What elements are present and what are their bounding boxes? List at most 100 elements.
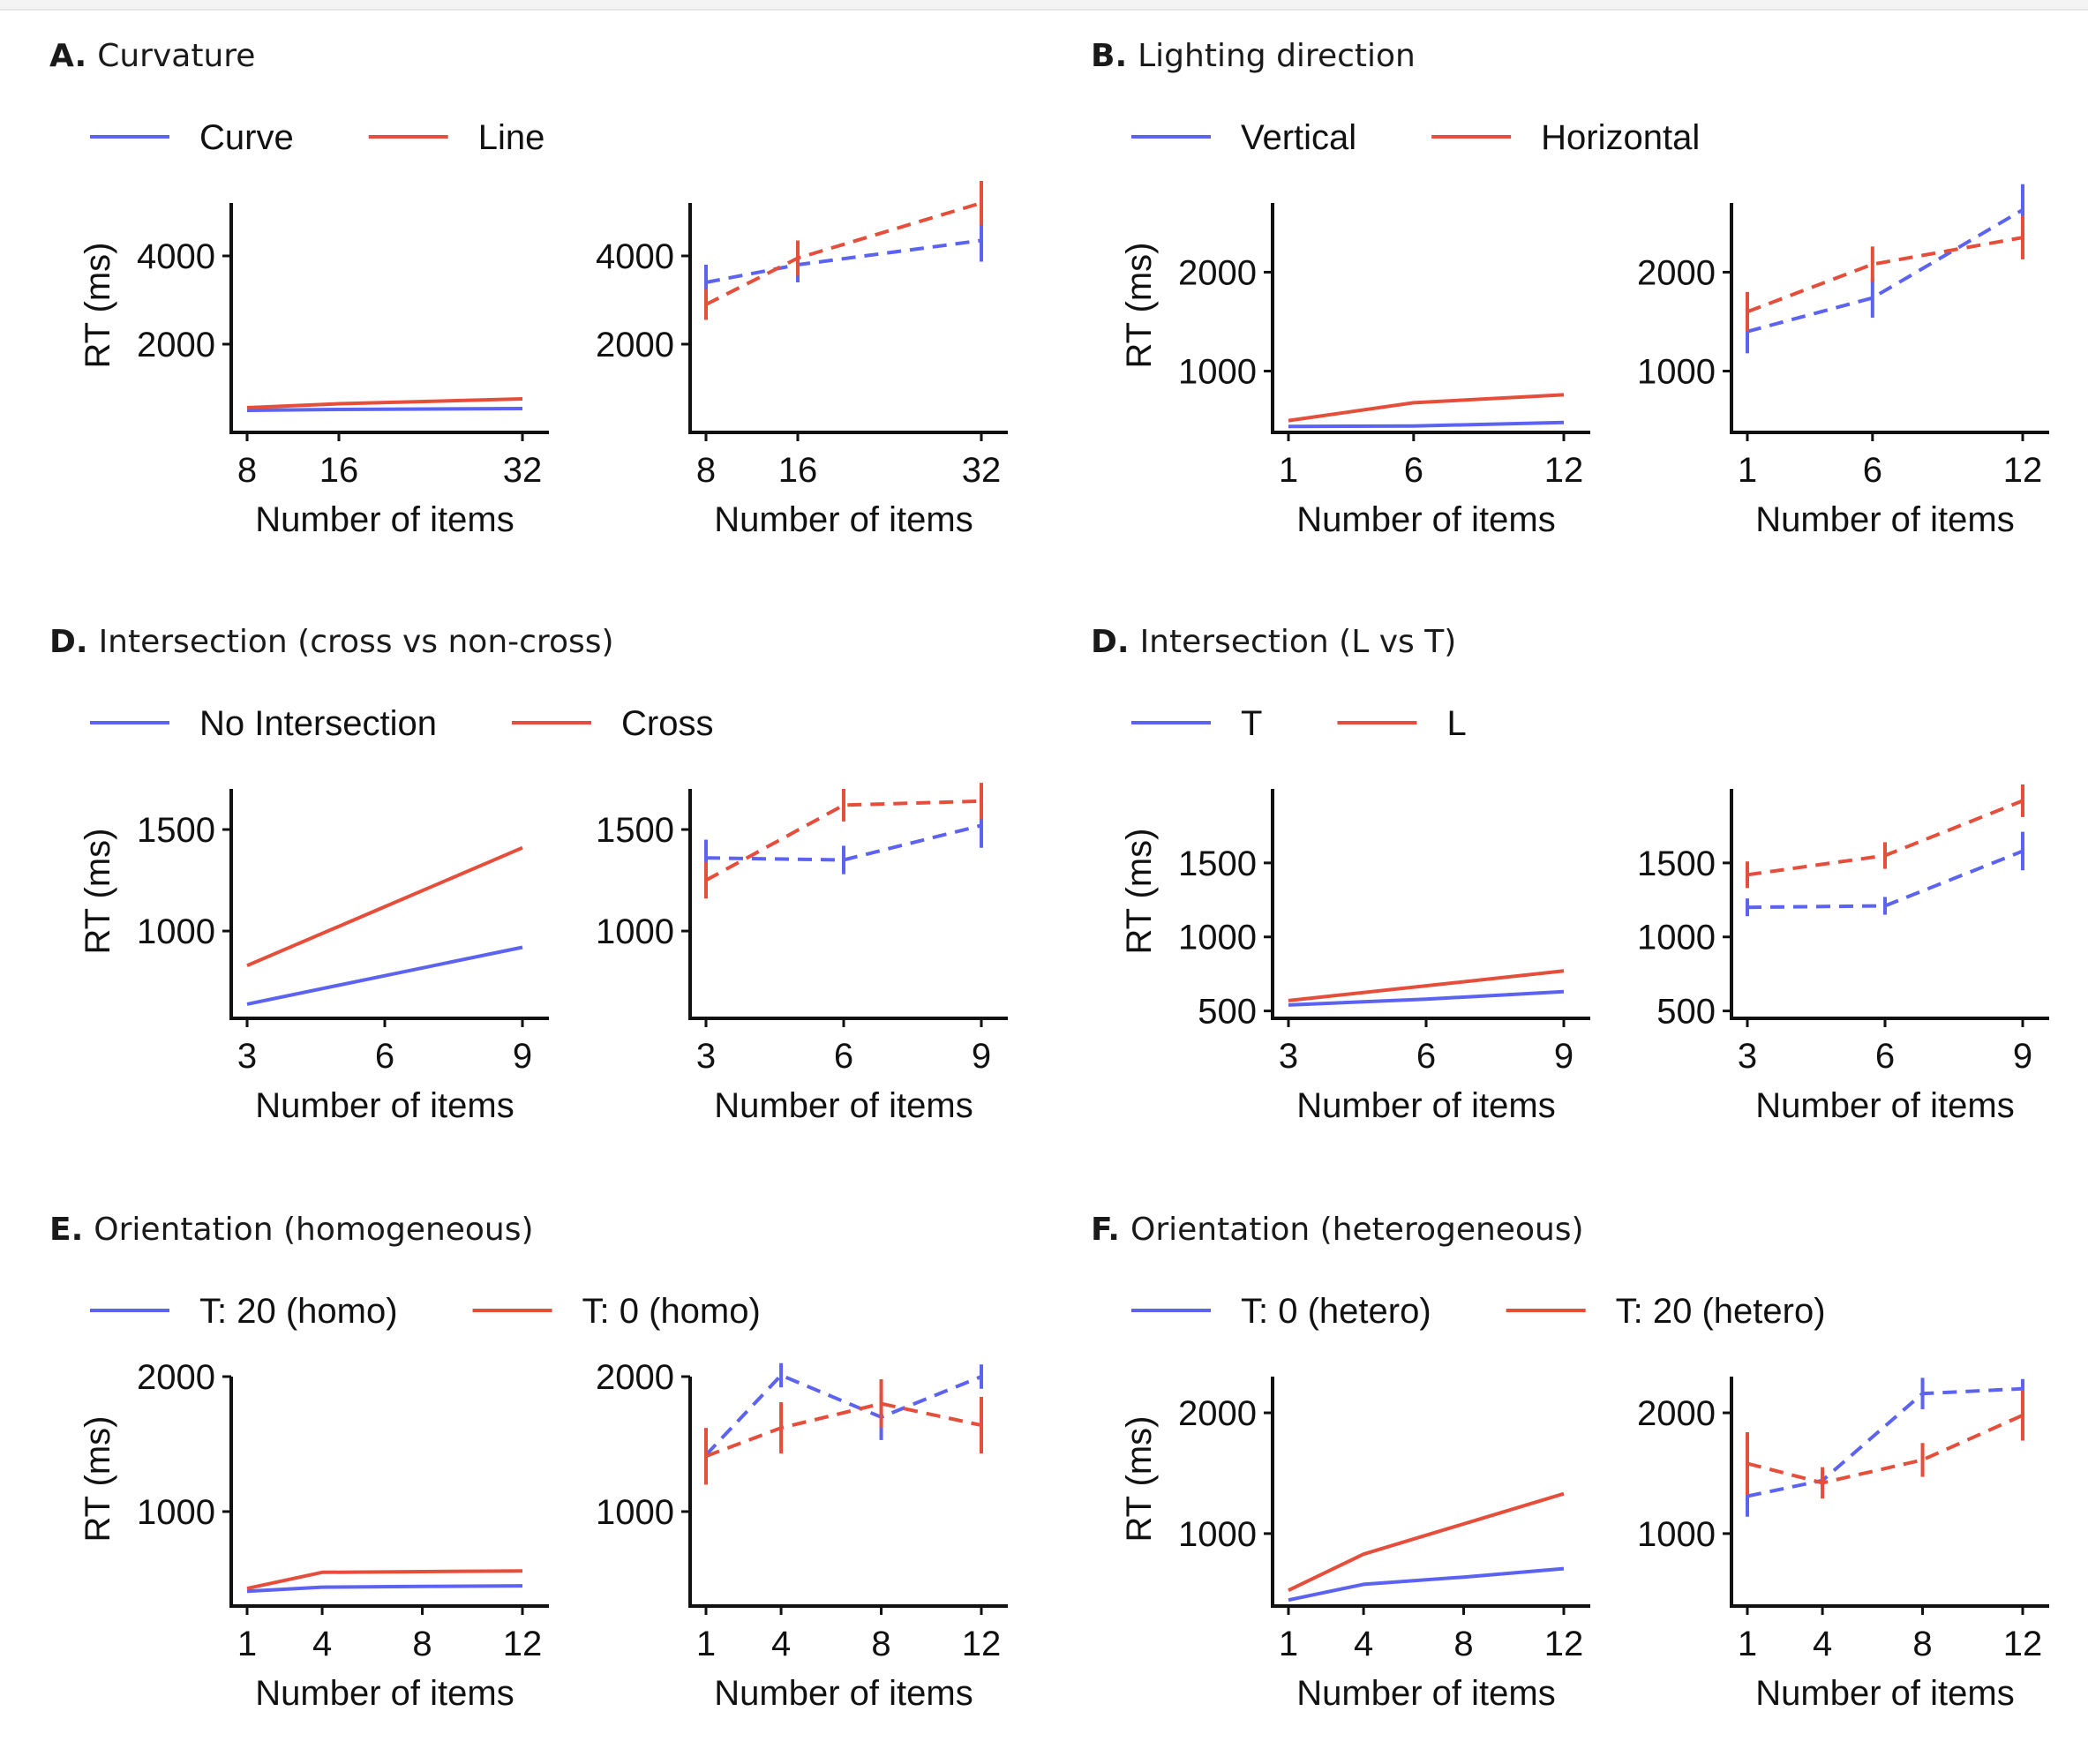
x-tick-label: 1 (237, 1625, 257, 1663)
legend-label: Vertical (1241, 118, 1356, 157)
x-tick-label: 3 (1279, 1037, 1298, 1076)
y-tick-label: 1500 (1637, 844, 1716, 883)
panel-letter: D. (49, 624, 88, 660)
y-tick-label: 1000 (596, 1493, 674, 1532)
x-tick-label: 9 (513, 1037, 532, 1076)
series-line-red (705, 201, 982, 306)
series-line-red (246, 845, 523, 968)
x-axis-label: Number of items (1296, 1674, 1555, 1713)
x-tick-label: 6 (1875, 1037, 1895, 1076)
y-axis-label: RT (ms) (79, 1416, 117, 1543)
subplot-left: 500 1000 1500 3 6 9 Number of items RT (ms) (1120, 789, 1590, 1125)
panel-title-text: Orientation (homogeneous) (94, 1212, 533, 1248)
subplot-right: 1000 2000 1 6 12 Number of items (1637, 184, 2049, 539)
x-tick-label: 8 (412, 1625, 432, 1663)
series-line-red (1288, 393, 1565, 423)
panel-title-text: Intersection (L vs T) (1140, 624, 1457, 660)
legend-label: T: 20 (homo) (199, 1292, 398, 1331)
y-tick-label: 4000 (596, 237, 674, 276)
panel-6: F. Orientation (heterogeneous) T: 0 (heter… (1091, 1212, 2049, 1713)
panel-title-text: Orientation (heterogeneous) (1130, 1212, 1584, 1248)
top-border-strip (0, 0, 2088, 11)
y-tick-label: 1000 (1637, 1515, 1716, 1554)
x-axis-label: Number of items (714, 1674, 973, 1713)
series-line-blue (1746, 1386, 2024, 1498)
subplot-left: 1000 2000 1 6 12 Number of items RT (ms) (1120, 203, 1590, 539)
subplot-right: 500 1000 1500 3 6 9 Number of items (1637, 784, 2049, 1125)
y-tick-label: 1000 (596, 912, 674, 951)
y-tick-label: 2000 (1637, 253, 1716, 292)
x-axis-label: Number of items (1755, 500, 2014, 539)
x-tick-label: 16 (319, 451, 359, 490)
x-tick-label: 32 (962, 451, 1002, 490)
x-tick-label: 4 (1813, 1625, 1832, 1663)
series-line-red (705, 1401, 982, 1459)
series-line-red (705, 799, 982, 882)
panel-letter: E. (49, 1212, 83, 1248)
x-tick-label: 6 (1404, 451, 1423, 490)
y-tick-label: 500 (1198, 993, 1257, 1032)
y-tick-label: 1500 (1178, 844, 1257, 883)
subplot-left: 1000 1500 3 6 9 Number of items RT (ms) (79, 789, 549, 1125)
x-tick-label: 12 (503, 1625, 543, 1663)
y-tick-label: 2000 (596, 1358, 674, 1397)
x-tick-label: 6 (1863, 451, 1882, 490)
x-axis-label: Number of items (1755, 1674, 2014, 1713)
legend-label: T: 0 (homo) (582, 1292, 761, 1331)
panel-1: A. Curvature Curve Line 2000 4000 8 16 32 Number … (49, 38, 1008, 539)
x-axis-label: Number of items (714, 500, 973, 539)
subplot-right: 1000 1500 3 6 9 Number of items (596, 783, 1008, 1125)
legend: T: 20 (homo) T: 0 (homo) (90, 1292, 761, 1331)
x-axis-label: Number of items (1296, 1086, 1555, 1125)
x-tick-label: 9 (972, 1037, 991, 1076)
panel-letter: D. (1091, 624, 1130, 660)
legend: Curve Line (90, 118, 545, 157)
y-tick-label: 1000 (1178, 353, 1257, 392)
panel-title-text: Lighting direction (1138, 38, 1416, 74)
x-tick-label: 3 (237, 1037, 257, 1076)
legend: No Intersection Cross (90, 704, 713, 743)
x-tick-label: 9 (1554, 1037, 1574, 1076)
panel-title: D. Intersection (L vs T) (1091, 624, 1456, 660)
x-axis-label: Number of items (1755, 1086, 2014, 1125)
series-line-blue (705, 238, 982, 284)
x-tick-label: 1 (1279, 1625, 1298, 1663)
x-axis-label: Number of items (714, 1086, 973, 1125)
series-line-blue (246, 407, 523, 412)
panel-title: E. Orientation (homogeneous) (49, 1212, 534, 1248)
subplot-right: 1000 2000 1 4 8 12 Number of items (596, 1358, 1008, 1713)
x-tick-label: 3 (696, 1037, 716, 1076)
subplot-left: 2000 4000 8 16 32 Number of items RT (ms) (79, 203, 549, 539)
subplot-right: 2000 4000 8 16 32 Number of items (596, 181, 1008, 539)
panel-title: A. Curvature (49, 38, 255, 74)
y-tick-label: 1000 (1637, 353, 1716, 392)
x-tick-label: 4 (312, 1625, 332, 1663)
x-axis-label: Number of items (255, 1086, 514, 1125)
x-tick-label: 9 (2013, 1037, 2032, 1076)
series-line-red (246, 397, 523, 409)
subplot-left: 1000 2000 1 4 8 12 Number of items RT (ms) (1120, 1377, 1590, 1713)
legend-label: Cross (621, 704, 713, 743)
x-axis-label: Number of items (255, 500, 514, 539)
x-tick-label: 32 (503, 451, 543, 490)
y-tick-label: 1500 (137, 811, 215, 850)
y-tick-label: 2000 (137, 1358, 215, 1397)
x-tick-label: 12 (1544, 1625, 1584, 1663)
x-tick-label: 8 (696, 451, 716, 490)
series-line-red (246, 1569, 523, 1591)
legend-label: T: 20 (hetero) (1616, 1292, 1826, 1331)
y-tick-label: 1500 (596, 811, 674, 850)
panel-letter: A. (49, 38, 86, 74)
x-axis-label: Number of items (1296, 500, 1555, 539)
panel-title-text: Curvature (97, 38, 255, 74)
y-tick-label: 2000 (596, 326, 674, 364)
x-axis-label: Number of items (255, 1674, 514, 1713)
legend-label: Horizontal (1541, 118, 1700, 157)
y-tick-label: 2000 (1637, 1394, 1716, 1433)
x-tick-label: 8 (871, 1625, 890, 1663)
y-tick-label: 2000 (137, 326, 215, 364)
series-line-blue (704, 1373, 982, 1457)
